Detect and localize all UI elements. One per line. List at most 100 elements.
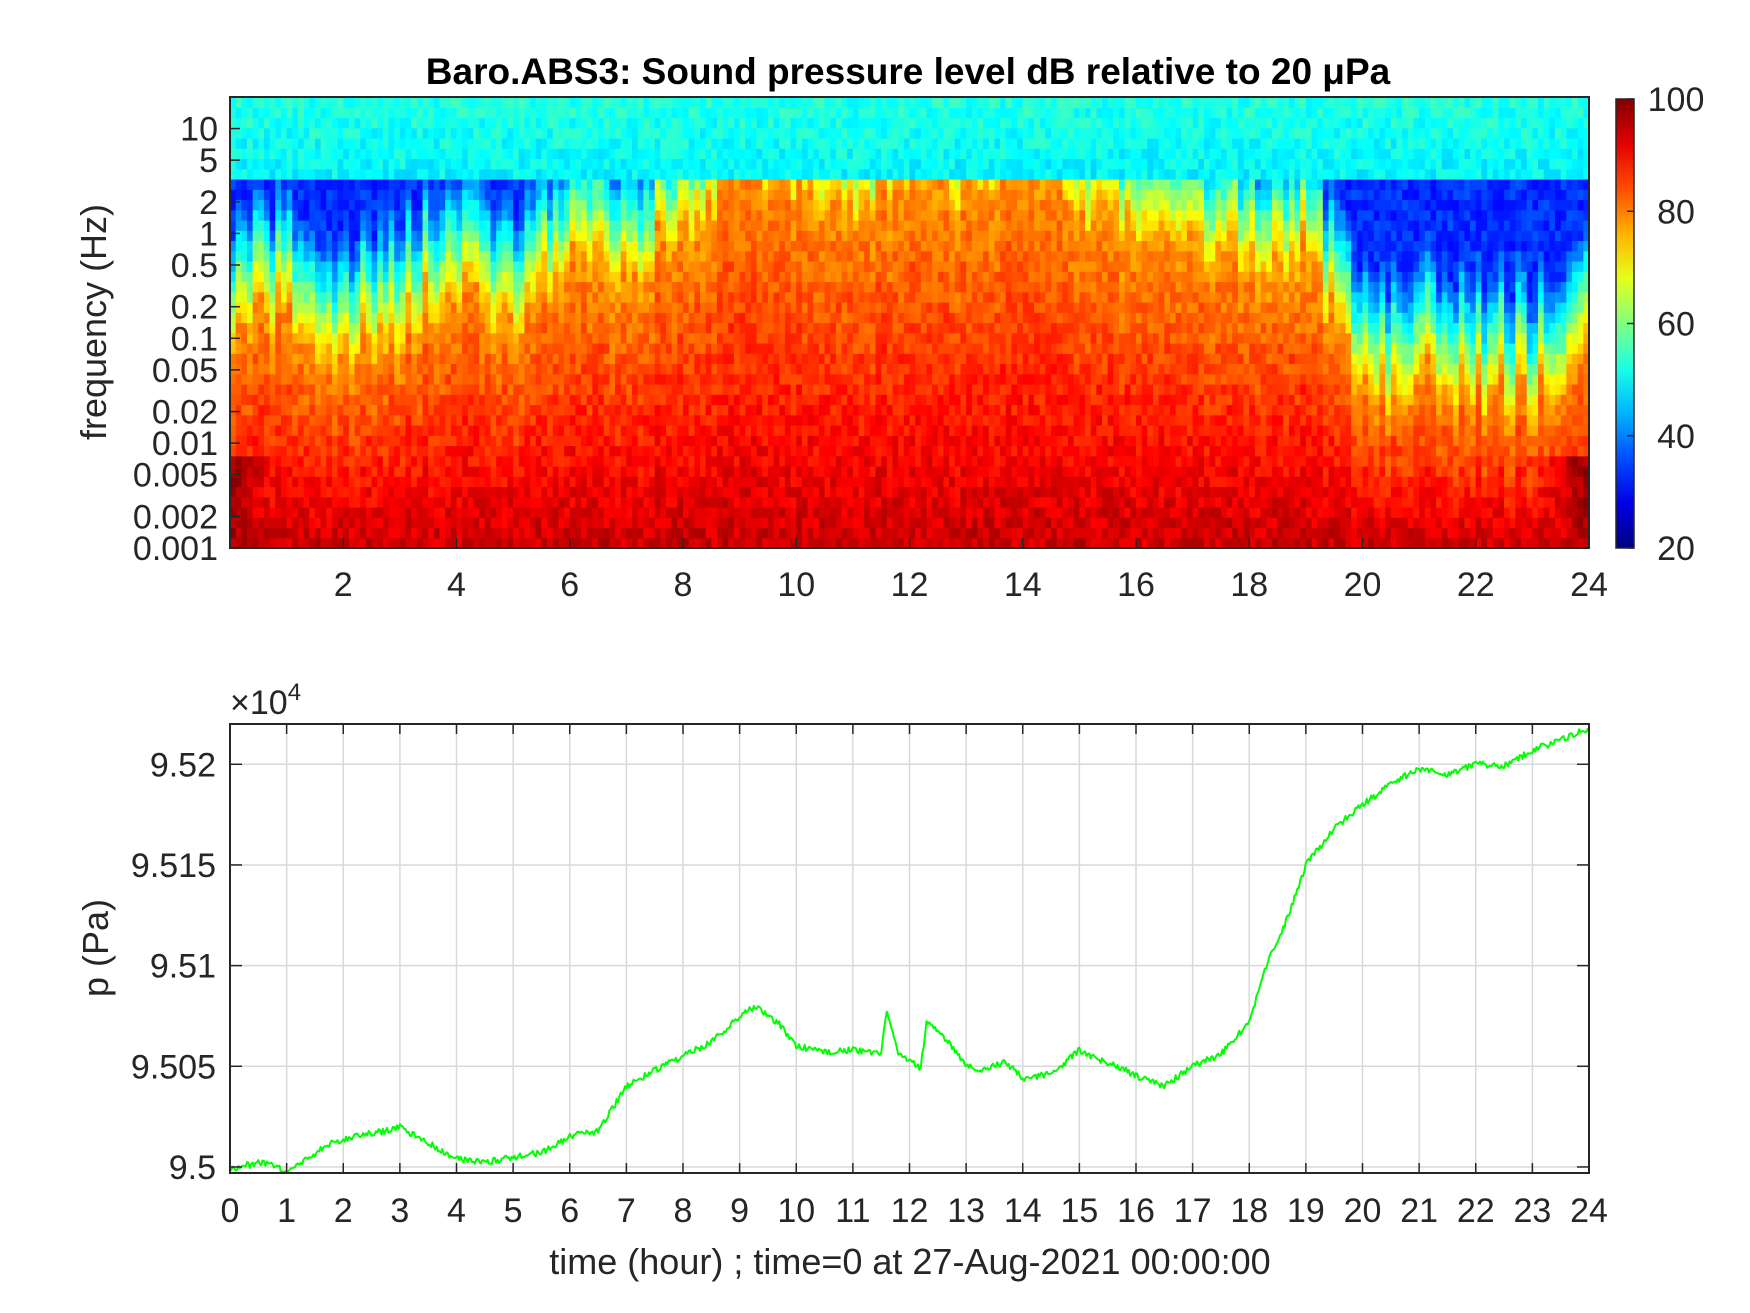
spectrogram-cell: [536, 302, 542, 313]
spectrogram-cell: [779, 394, 785, 405]
spectrogram-cell: [649, 353, 655, 364]
spectrogram-cell: [689, 107, 695, 118]
spectrogram-cell: [304, 538, 310, 549]
spectrogram-cell: [706, 394, 712, 405]
spectrogram-cell: [541, 107, 547, 118]
spectrogram-cell: [440, 220, 446, 231]
spectrogram-cell: [853, 415, 859, 426]
spectrogram-cell: [389, 415, 395, 426]
spectrogram-cell: [479, 415, 485, 426]
spectrogram-cell: [473, 128, 479, 139]
spectrogram-cell: [428, 230, 434, 241]
spectrogram-cell: [423, 415, 429, 426]
spectrogram-cell: [649, 241, 655, 252]
spectrogram-cell: [502, 282, 508, 293]
spectrogram-cell: [802, 456, 808, 467]
spectrogram-cell: [258, 415, 264, 426]
spectrogram-cell: [859, 118, 865, 129]
spectrogram-cell: [745, 169, 751, 180]
spectrogram-cell: [394, 241, 400, 252]
spectrogram-cell: [813, 241, 819, 252]
spectrogram-cell: [813, 497, 819, 508]
spectrogram-cell: [253, 97, 259, 108]
spectrogram-cell: [315, 528, 321, 539]
spectrogram-cell: [728, 487, 734, 498]
spectrogram-cell: [757, 282, 763, 293]
spectrogram-cell: [366, 456, 372, 467]
spectrogram-cell: [632, 425, 638, 436]
spectrogram-cell: [383, 507, 389, 518]
spectrogram-cell: [564, 251, 570, 262]
spectrogram-cell: [604, 128, 610, 139]
spectrogram-cell: [524, 138, 530, 149]
spectrogram-cell: [326, 528, 332, 539]
spectrogram-cell: [757, 312, 763, 323]
spectrogram-cell: [496, 292, 502, 303]
spectrogram-cell: [513, 384, 519, 395]
spectrogram-cell: [626, 148, 632, 159]
spectrogram-cell: [700, 507, 706, 518]
spectrogram-cell: [338, 364, 344, 375]
spectrogram-cell: [406, 189, 412, 200]
spectrogram-cell: [553, 374, 559, 385]
spectrogram-cell: [592, 374, 598, 385]
spectrogram-cell: [349, 261, 355, 272]
spectrogram-cell: [802, 118, 808, 129]
spectrogram-cell: [598, 384, 604, 395]
spectrogram-cell: [706, 487, 712, 498]
spectrogram-cell: [859, 507, 865, 518]
spectrogram-cell: [683, 466, 689, 477]
spectrogram-cell: [745, 425, 751, 436]
spectrogram-cell: [621, 353, 627, 364]
spectrogram-cell: [689, 261, 695, 272]
spectrogram-cell: [377, 189, 383, 200]
spectrogram-cell: [541, 446, 547, 457]
spectrogram-cell: [490, 497, 496, 508]
spectrogram-cell: [666, 97, 672, 108]
spectrogram-cell: [366, 169, 372, 180]
spectrogram-cell: [813, 476, 819, 487]
spectrogram-cell: [372, 128, 378, 139]
spectrogram-cell: [530, 353, 536, 364]
spectrogram-cell: [377, 302, 383, 313]
spectrogram-cell: [377, 282, 383, 293]
spectrogram-cell: [830, 446, 836, 457]
spectrogram-cell: [666, 343, 672, 354]
spectrogram-cell: [592, 487, 598, 498]
spectrogram-cell: [247, 148, 253, 159]
spectrogram-cell: [842, 107, 848, 118]
spectrogram-cell: [281, 302, 287, 313]
spectrogram-cell: [490, 374, 496, 385]
spectrogram-cell: [275, 425, 281, 436]
spectrogram-cell: [774, 343, 780, 354]
spectrogram-cell: [406, 405, 412, 416]
spectrogram-cell: [604, 220, 610, 231]
spectrogram-cell: [694, 302, 700, 313]
spectrogram-cell: [836, 333, 842, 344]
spectrogram-cell: [830, 138, 836, 149]
spectrogram-cell: [541, 302, 547, 313]
spectrogram-cell: [638, 435, 644, 446]
spectrogram-cell: [315, 476, 321, 487]
spectrogram-cell: [660, 476, 666, 487]
spectrogram-cell: [859, 292, 865, 303]
spectrogram-cell: [723, 446, 729, 457]
spectrogram-cell: [417, 456, 423, 467]
spectrogram-cell: [547, 200, 553, 211]
spectrogram-cell: [734, 415, 740, 426]
spectrogram-cell: [609, 384, 615, 395]
spectrogram-cell: [411, 118, 417, 129]
spectrogram-cell: [253, 374, 259, 385]
spectrogram-cell: [672, 107, 678, 118]
spectrogram-cell: [621, 323, 627, 334]
spectrogram-cell: [247, 230, 253, 241]
spectrogram-cell: [547, 394, 553, 405]
spectrogram-cell: [666, 487, 672, 498]
spectrogram-cell: [519, 528, 525, 539]
spectrogram-cell: [468, 210, 474, 221]
spectrogram-cell: [423, 128, 429, 139]
spectrogram-cell: [468, 405, 474, 416]
spectrogram-cell: [457, 261, 463, 272]
spectrogram-cell: [332, 497, 338, 508]
spectrogram-cell: [666, 128, 672, 139]
